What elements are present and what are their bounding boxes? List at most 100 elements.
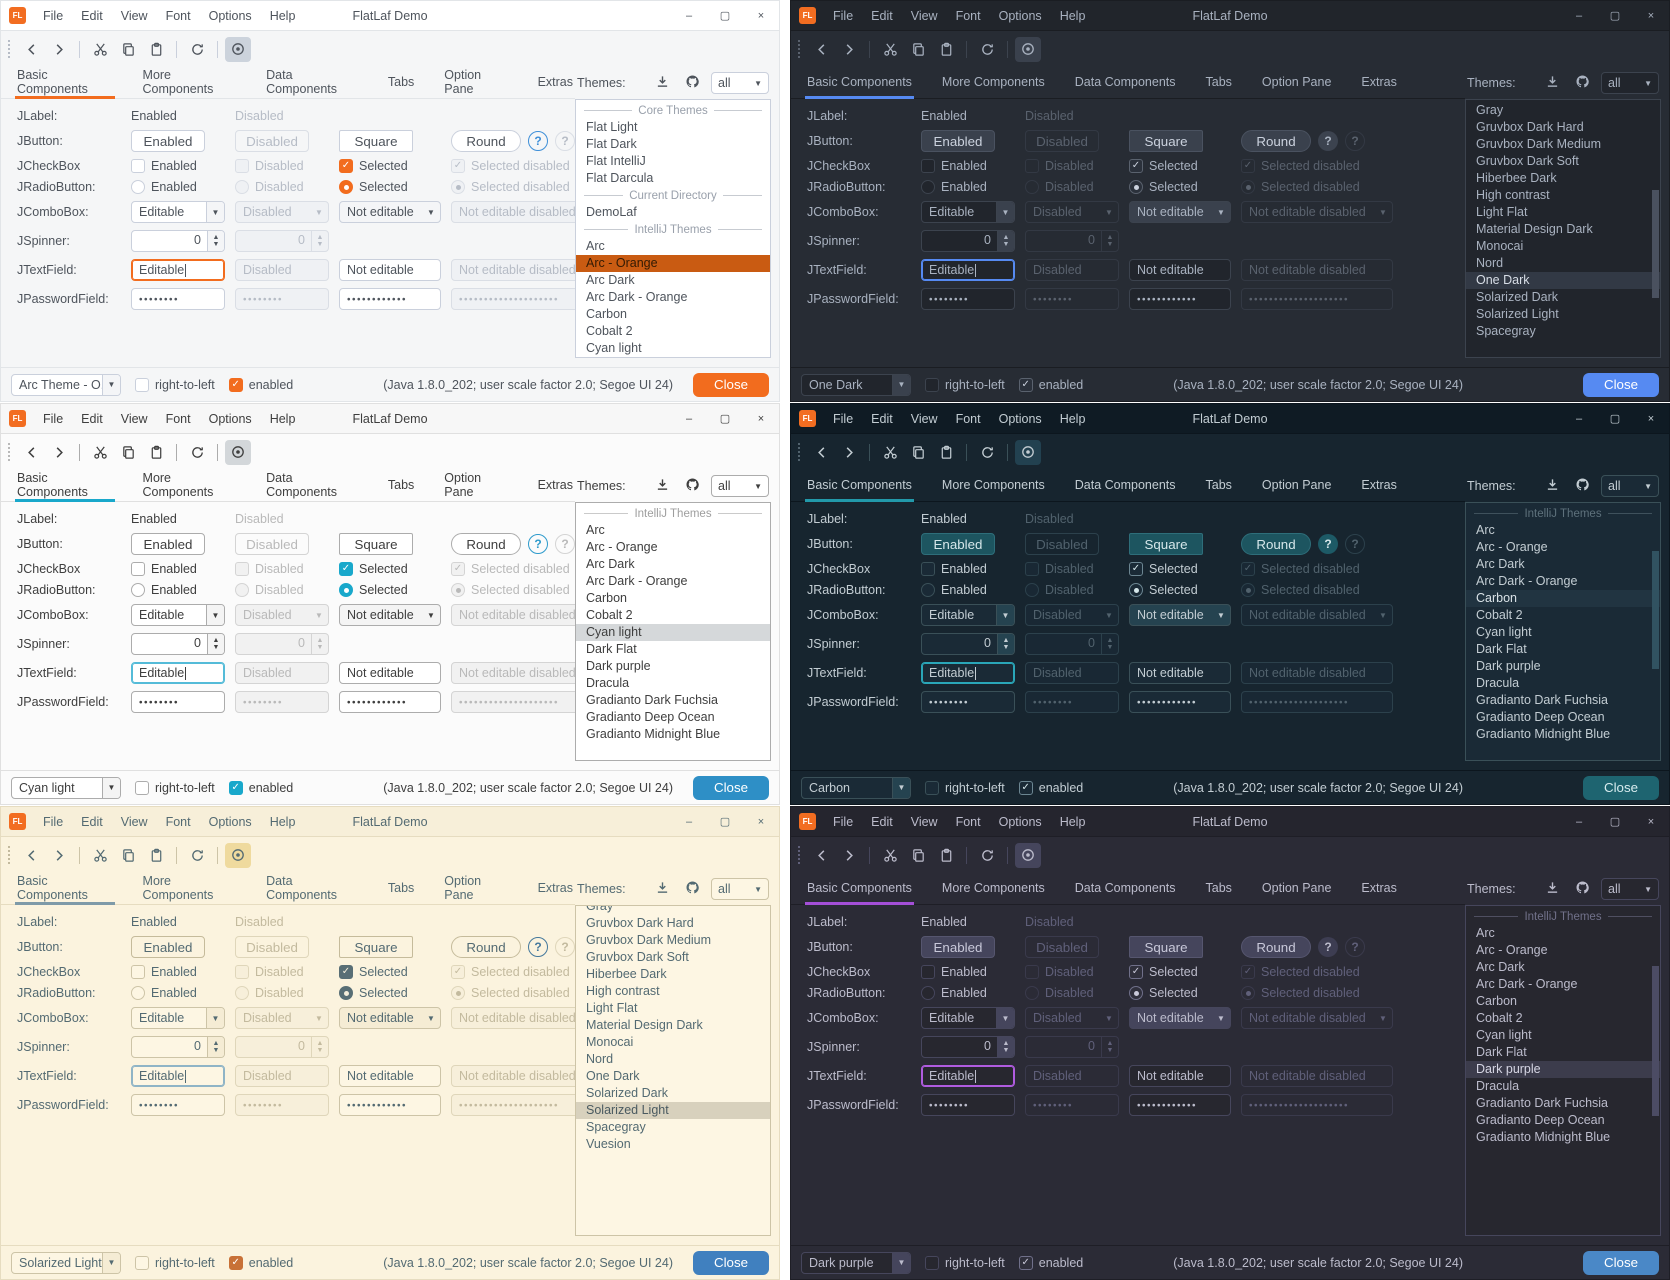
copy-button[interactable]: [905, 843, 931, 868]
menu-item-help[interactable]: Help: [1059, 814, 1086, 829]
theme-list-item[interactable]: Gruvbox Dark Hard: [586, 916, 694, 930]
forward-button[interactable]: [836, 37, 862, 62]
enabled-button[interactable]: Enabled: [131, 936, 205, 958]
scrollbar-thumb[interactable]: [1652, 551, 1659, 669]
refresh-button[interactable]: [184, 440, 210, 465]
minimize-button[interactable]: –: [1575, 9, 1583, 22]
spinner-arrows[interactable]: ▲ ▼: [207, 1037, 224, 1057]
textfield-not-editable[interactable]: Not editable: [1129, 259, 1231, 281]
close-button[interactable]: Close: [1583, 775, 1659, 800]
tab-option-pane[interactable]: Option Pane: [444, 67, 482, 96]
menu-item-view[interactable]: View: [120, 8, 148, 23]
textfield-not-editable[interactable]: Not editable: [1129, 662, 1231, 684]
github-button[interactable]: [681, 475, 703, 497]
passwordfield-not-editable[interactable]: ••••••••••••: [1129, 691, 1231, 713]
paste-button[interactable]: [933, 37, 959, 62]
tab-tabs[interactable]: Tabs: [387, 477, 415, 492]
checkbox-selected[interactable]: ✓ Selected: [1129, 965, 1231, 979]
help-button[interactable]: ?: [1318, 534, 1338, 554]
show-preview-button[interactable]: [225, 439, 251, 465]
checkbox-selected[interactable]: ✓ Selected: [1129, 159, 1231, 173]
square-button[interactable]: Square: [339, 533, 413, 555]
tab-option-pane[interactable]: Option Pane: [444, 470, 482, 499]
theme-list-item[interactable]: Arc Dark - Orange: [586, 290, 688, 304]
show-preview-button[interactable]: [225, 36, 251, 62]
passwordfield-enabled[interactable]: ••••••••: [921, 1094, 1015, 1116]
theme-list-item[interactable]: Gray: [1476, 103, 1504, 117]
enabled-button[interactable]: Enabled: [921, 936, 995, 958]
menu-item-view[interactable]: View: [910, 814, 938, 829]
passwordfield-not-editable[interactable]: ••••••••••••: [339, 288, 441, 310]
maximize-button[interactable]: ▢: [1609, 816, 1621, 828]
passwordfield-enabled[interactable]: ••••••••: [921, 288, 1015, 310]
scrollbar-thumb[interactable]: [1652, 190, 1659, 298]
combobox-not-editable[interactable]: Not editable ▼: [1129, 604, 1231, 626]
spinner-arrows[interactable]: ▲ ▼: [997, 231, 1014, 251]
theme-filter-dropdown[interactable]: all ▼: [711, 475, 769, 497]
download-button[interactable]: [1541, 72, 1563, 94]
theme-filter-dropdown[interactable]: all ▼: [1601, 878, 1659, 900]
copy-button[interactable]: [905, 440, 931, 465]
theme-list-item[interactable]: Flat Darcula: [586, 171, 654, 185]
theme-list-item[interactable]: Flat Dark: [586, 137, 637, 151]
cut-button[interactable]: [87, 843, 113, 868]
theme-list-item[interactable]: Arc Dark - Orange: [586, 574, 688, 588]
combobox-not-editable[interactable]: Not editable ▼: [339, 201, 441, 223]
help-button[interactable]: ?: [528, 937, 548, 957]
maximize-button[interactable]: ▢: [719, 816, 731, 828]
textfield-not-editable[interactable]: Not editable: [339, 662, 441, 684]
tab-option-pane[interactable]: Option Pane: [1261, 74, 1332, 89]
theme-list-item[interactable]: One Dark: [586, 1069, 640, 1083]
combobox-editable[interactable]: Editable ▼: [921, 604, 1015, 626]
textfield-editable[interactable]: Editable: [921, 259, 1015, 281]
theme-list-item[interactable]: Light Flat: [586, 1001, 638, 1015]
theme-list-item[interactable]: Cobalt 2: [586, 324, 633, 338]
tab-option-pane[interactable]: Option Pane: [1261, 880, 1332, 895]
theme-list-item[interactable]: Cobalt 2: [1476, 608, 1523, 622]
theme-list-item[interactable]: Gruvbox Dark Medium: [586, 933, 712, 947]
checkbox-enabled[interactable]: Enabled: [921, 965, 1015, 979]
combobox-not-editable[interactable]: Not editable ▼: [339, 604, 441, 626]
help-button[interactable]: ?: [1318, 131, 1338, 151]
copy-button[interactable]: [905, 37, 931, 62]
combobox-editable[interactable]: Editable ▼: [921, 1007, 1015, 1029]
theme-list-item[interactable]: Carbon: [586, 307, 627, 321]
menu-item-options[interactable]: Options: [998, 8, 1042, 23]
theme-list-item[interactable]: Arc: [1476, 523, 1495, 537]
cut-button[interactable]: [877, 37, 903, 62]
menu-item-help[interactable]: Help: [1059, 411, 1086, 426]
menu-item-file[interactable]: File: [43, 411, 64, 426]
theme-list-item[interactable]: Arc: [586, 523, 605, 537]
theme-list-item[interactable]: Solarized Dark: [586, 1086, 668, 1100]
menu-item-options[interactable]: Options: [998, 411, 1042, 426]
forward-button[interactable]: [836, 843, 862, 868]
tab-basic-components[interactable]: Basic Components: [805, 67, 914, 99]
theme-list-item[interactable]: Spacegray: [1476, 324, 1536, 338]
theme-list-item[interactable]: Carbon: [1476, 994, 1517, 1008]
tab-extras[interactable]: Extras: [537, 477, 574, 492]
radio-enabled[interactable]: Enabled: [921, 986, 1015, 1000]
show-preview-button[interactable]: [1015, 439, 1041, 465]
spinner-enabled[interactable]: 0 ▲ ▼: [921, 230, 1015, 252]
theme-list-item[interactable]: Arc: [1476, 926, 1495, 940]
square-button[interactable]: Square: [339, 130, 413, 152]
paste-button[interactable]: [143, 440, 169, 465]
theme-list-item[interactable]: Dark purple: [1476, 659, 1541, 673]
spinner-arrows[interactable]: ▲ ▼: [207, 634, 224, 654]
rtl-checkbox[interactable]: right-to-left: [925, 780, 1005, 795]
cut-button[interactable]: [87, 37, 113, 62]
paste-button[interactable]: [933, 440, 959, 465]
round-button[interactable]: Round: [1241, 130, 1311, 152]
theme-list-item[interactable]: Arc Dark: [586, 273, 635, 287]
menu-item-help[interactable]: Help: [1059, 8, 1086, 23]
theme-filter-dropdown[interactable]: all ▼: [711, 878, 769, 900]
theme-list-item[interactable]: Dark purple: [586, 659, 651, 673]
tab-basic-components[interactable]: Basic Components: [805, 470, 914, 502]
theme-list-item[interactable]: Gradianto Dark Fuchsia: [586, 693, 719, 707]
radio-enabled[interactable]: Enabled: [131, 986, 225, 1000]
round-button[interactable]: Round: [451, 130, 521, 152]
menu-item-view[interactable]: View: [910, 8, 938, 23]
passwordfield-not-editable[interactable]: ••••••••••••: [1129, 1094, 1231, 1116]
theme-selector-dropdown[interactable]: Dark purple ▼: [801, 1251, 911, 1274]
menu-item-font[interactable]: Font: [955, 411, 981, 426]
